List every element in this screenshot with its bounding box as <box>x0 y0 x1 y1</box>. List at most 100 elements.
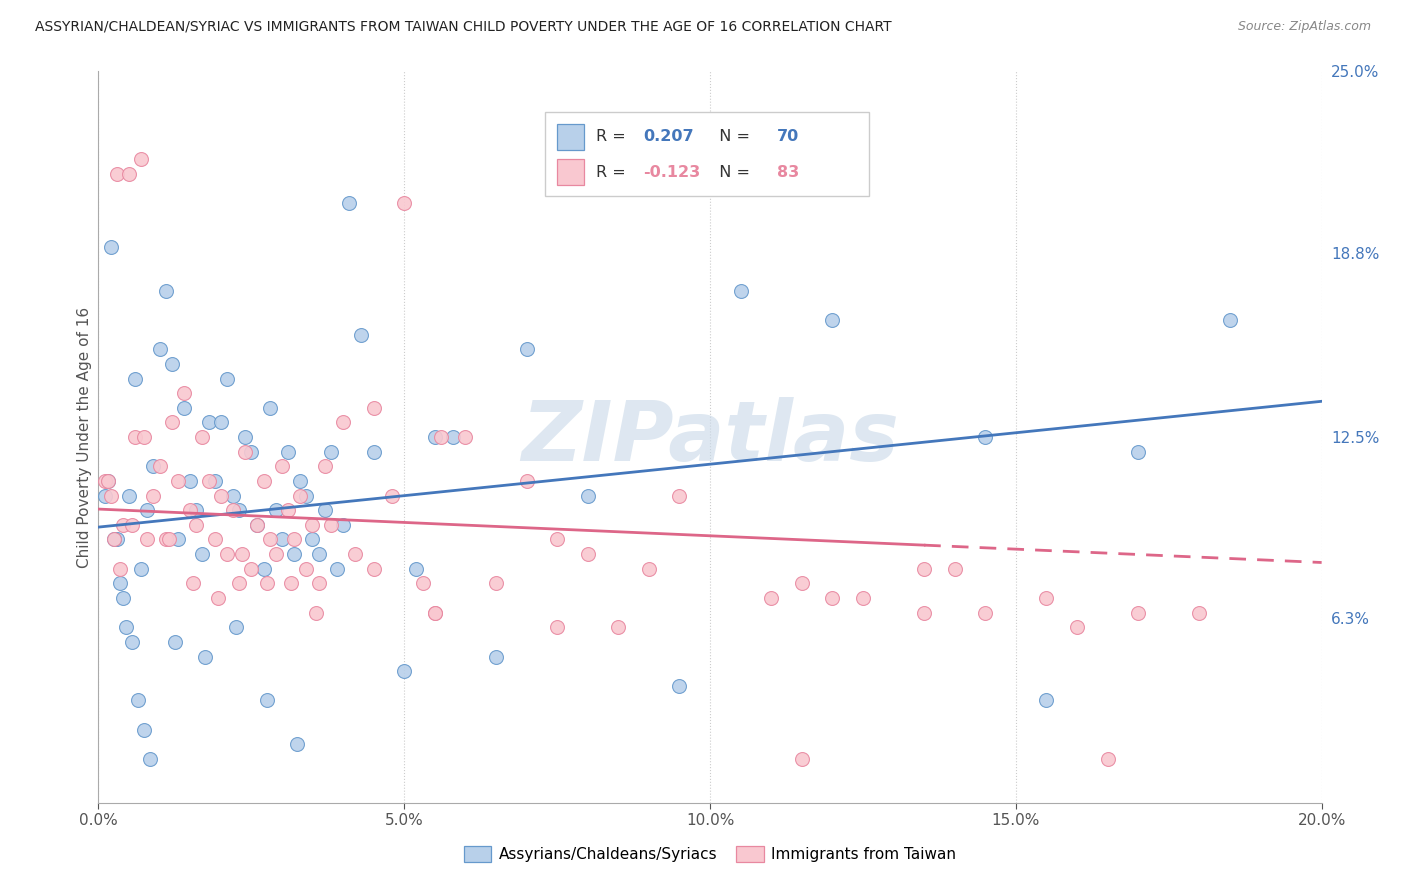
Point <box>943 562 966 576</box>
Point <box>167 533 190 547</box>
Point <box>204 533 226 547</box>
Point <box>381 489 404 503</box>
Point <box>155 284 177 298</box>
Text: N =: N = <box>709 165 755 179</box>
Point <box>105 167 128 181</box>
Point <box>231 547 253 561</box>
Point <box>270 459 294 474</box>
Point <box>1188 606 1211 620</box>
Point <box>100 489 122 503</box>
Point <box>139 752 162 766</box>
Point <box>222 489 245 503</box>
Point <box>129 562 152 576</box>
Point <box>441 430 464 444</box>
Point <box>423 606 446 620</box>
Point <box>290 474 312 488</box>
Point <box>485 649 508 664</box>
Point <box>283 533 305 547</box>
Point <box>790 576 813 591</box>
Point <box>136 533 159 547</box>
Point <box>668 489 690 503</box>
Point <box>228 503 250 517</box>
Point <box>252 562 274 576</box>
Point <box>363 562 385 576</box>
Point <box>405 562 427 576</box>
Point <box>308 547 330 561</box>
Point <box>314 459 336 474</box>
Point <box>103 533 125 547</box>
Point <box>115 620 138 634</box>
Point <box>204 474 226 488</box>
Point <box>127 693 149 707</box>
Text: 0.207: 0.207 <box>643 129 693 145</box>
Point <box>607 620 630 634</box>
Point <box>160 357 183 371</box>
Point <box>163 635 186 649</box>
Point <box>852 591 875 605</box>
Text: R =: R = <box>596 165 631 179</box>
Text: R =: R = <box>596 129 631 145</box>
Point <box>134 430 156 444</box>
Point <box>821 313 844 327</box>
Point <box>485 576 508 591</box>
Bar <box>546 112 869 195</box>
Point <box>197 474 219 488</box>
Point <box>149 459 172 474</box>
Point <box>974 606 997 620</box>
Point <box>912 606 935 620</box>
Point <box>173 401 195 415</box>
Point <box>974 430 997 444</box>
Text: ZIPatlas: ZIPatlas <box>522 397 898 477</box>
Point <box>326 562 349 576</box>
Point <box>207 591 229 605</box>
Point <box>246 517 269 532</box>
Point <box>103 533 125 547</box>
Point <box>319 517 342 532</box>
Y-axis label: Child Poverty Under the Age of 16: Child Poverty Under the Age of 16 <box>77 307 91 567</box>
Point <box>412 576 434 591</box>
Text: ASSYRIAN/CHALDEAN/SYRIAC VS IMMIGRANTS FROM TAIWAN CHILD POVERTY UNDER THE AGE O: ASSYRIAN/CHALDEAN/SYRIAC VS IMMIGRANTS F… <box>35 20 891 34</box>
Point <box>363 444 385 458</box>
Point <box>228 576 250 591</box>
Point <box>225 620 247 634</box>
Point <box>301 533 323 547</box>
Point <box>337 196 360 211</box>
Point <box>240 444 263 458</box>
Point <box>121 517 143 532</box>
Point <box>142 489 165 503</box>
Point <box>100 240 122 254</box>
Point <box>277 503 299 517</box>
Point <box>277 444 299 458</box>
Point <box>197 416 219 430</box>
Point <box>121 635 143 649</box>
Point <box>259 401 281 415</box>
Point <box>129 152 152 166</box>
Point <box>308 576 330 591</box>
Point <box>186 503 208 517</box>
Point <box>1128 444 1150 458</box>
Point <box>194 649 217 664</box>
Point <box>160 416 183 430</box>
Point <box>233 430 256 444</box>
Bar <box>557 124 583 150</box>
Point <box>637 562 661 576</box>
Point <box>516 343 538 357</box>
Point <box>314 503 336 517</box>
Point <box>576 547 599 561</box>
Point <box>246 517 269 532</box>
Point <box>332 416 354 430</box>
Point <box>350 327 373 342</box>
Point <box>423 430 446 444</box>
Point <box>332 517 354 532</box>
Text: 70: 70 <box>778 129 800 145</box>
Point <box>259 533 281 547</box>
Point <box>136 503 159 517</box>
Point <box>111 517 134 532</box>
Point <box>546 620 568 634</box>
Point <box>344 547 367 561</box>
Point <box>124 430 146 444</box>
Point <box>111 591 134 605</box>
Point <box>1097 752 1119 766</box>
Point <box>93 489 115 503</box>
Text: 83: 83 <box>778 165 800 179</box>
